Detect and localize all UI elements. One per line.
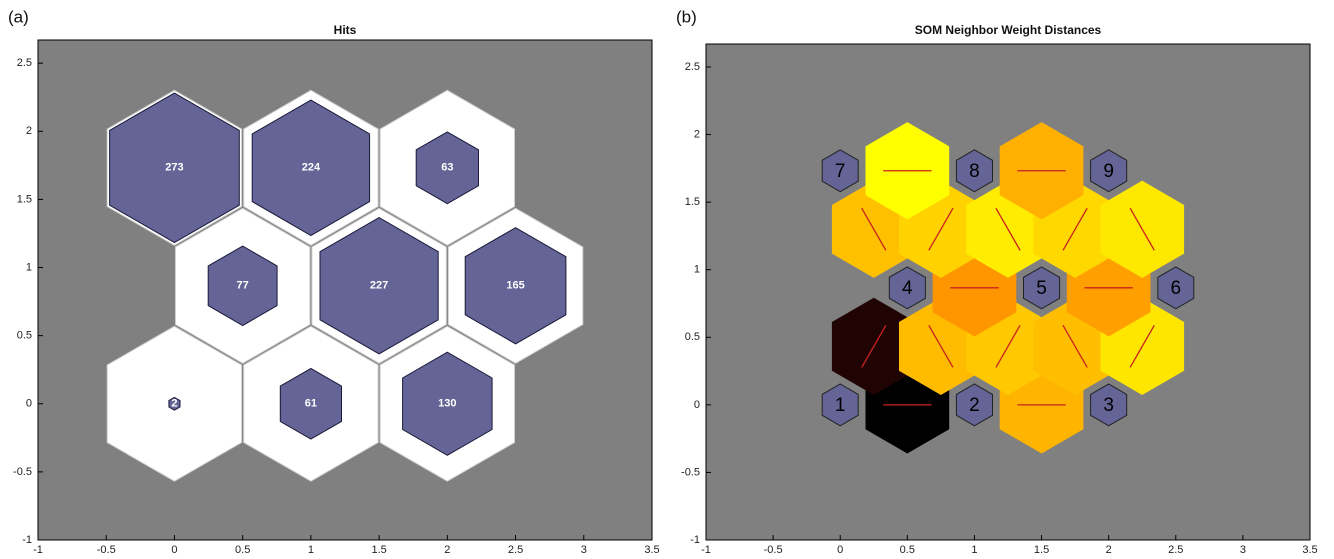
- x-tick-label: 3.5: [644, 544, 659, 556]
- neuron: [1090, 383, 1128, 427]
- x-tick-label: 0: [837, 544, 843, 556]
- y-tick-label: 0: [694, 399, 700, 411]
- x-tick-label: 1.5: [1034, 544, 1049, 556]
- neuron: [955, 149, 993, 193]
- x-tick-label: 0.5: [235, 544, 250, 556]
- x-tick-label: 1.5: [371, 544, 386, 556]
- hit-label: 77: [237, 280, 249, 292]
- x-tick-label: 2.5: [1168, 544, 1183, 556]
- neighbor-line: [861, 207, 887, 251]
- hit-label: 2: [171, 398, 177, 410]
- chart-title: Hits: [334, 23, 357, 37]
- neuron-label: 1: [835, 395, 846, 416]
- x-tick-label: -0.5: [97, 544, 116, 556]
- hit-hex: [402, 351, 493, 456]
- hit-hex: [279, 367, 342, 440]
- hit-hex: [207, 245, 278, 327]
- y-tick-label: 2: [694, 128, 700, 140]
- hit-hex: [168, 396, 181, 411]
- neighbor-line: [928, 324, 954, 368]
- x-tick-label: 0: [171, 544, 177, 556]
- neighbor-line: [995, 207, 1021, 251]
- neuron-label: 8: [969, 161, 980, 182]
- neuron: [888, 266, 926, 310]
- hit-hex: [251, 99, 371, 237]
- neighbor-line: [1129, 207, 1155, 251]
- neuron-label: 9: [1103, 161, 1114, 182]
- y-tick-label: 0: [26, 398, 32, 410]
- hit-label: 224: [302, 162, 321, 174]
- hit-hex: [464, 227, 567, 345]
- y-tick-label: -1: [690, 534, 700, 546]
- hit-hex: [109, 92, 240, 244]
- x-tick-label: 0.5: [900, 544, 915, 556]
- x-tick-label: 1: [971, 544, 977, 556]
- y-tick-label: 2.5: [685, 61, 700, 73]
- x-tick-label: 3: [1240, 544, 1246, 556]
- neuron: [1157, 266, 1195, 310]
- neighbor-line: [995, 324, 1021, 368]
- y-tick-label: -1: [22, 534, 32, 546]
- neuron-label: 3: [1103, 395, 1114, 416]
- x-tick-label: 3: [581, 544, 587, 556]
- panel-label: (b): [676, 7, 697, 26]
- y-tick-label: 1: [26, 261, 32, 273]
- neighbor-line: [1062, 207, 1088, 251]
- hit-hex: [415, 131, 479, 205]
- neuron-label: 2: [969, 395, 980, 416]
- y-tick-label: 2: [26, 125, 32, 137]
- neuron-label: 6: [1170, 278, 1181, 299]
- y-tick-label: 0.5: [17, 330, 32, 342]
- x-tick-label: -1: [701, 544, 711, 556]
- y-tick-label: 2.5: [17, 57, 32, 69]
- hit-label: 61: [305, 398, 317, 410]
- neuron: [1090, 149, 1128, 193]
- neuron: [955, 383, 993, 427]
- hit-label: 227: [370, 280, 388, 292]
- neuron-label: 5: [1036, 278, 1047, 299]
- hit-label: 130: [438, 398, 456, 410]
- neuron-label: 4: [902, 278, 913, 299]
- neighbor-line: [1062, 324, 1088, 368]
- hit-label: 63: [441, 162, 453, 174]
- y-tick-label: 0.5: [685, 331, 700, 343]
- y-tick-label: 1.5: [17, 193, 32, 205]
- hit-label: 273: [165, 162, 183, 174]
- y-tick-label: 1: [694, 264, 700, 276]
- x-tick-label: 2: [1106, 544, 1112, 556]
- neighbor-line: [928, 207, 954, 251]
- neuron-label: 7: [835, 161, 846, 182]
- neighbor-line: [861, 324, 887, 368]
- neighbor-line: [1129, 324, 1155, 368]
- x-tick-label: -0.5: [764, 544, 783, 556]
- neuron: [821, 149, 859, 193]
- neuron: [821, 383, 859, 427]
- hit-label: 165: [506, 280, 524, 292]
- x-tick-label: 2.5: [508, 544, 523, 556]
- x-tick-label: -1: [33, 544, 43, 556]
- y-tick-label: 1.5: [685, 196, 700, 208]
- neuron: [1023, 266, 1061, 310]
- x-tick-label: 1: [308, 544, 314, 556]
- y-tick-label: -0.5: [681, 466, 700, 478]
- hit-hex: [319, 217, 439, 355]
- y-tick-label: -0.5: [13, 466, 32, 478]
- x-tick-label: 3.5: [1302, 544, 1317, 556]
- chart-title: SOM Neighbor Weight Distances: [915, 23, 1102, 37]
- x-tick-label: 2: [444, 544, 450, 556]
- panel-label: (a): [8, 7, 29, 26]
